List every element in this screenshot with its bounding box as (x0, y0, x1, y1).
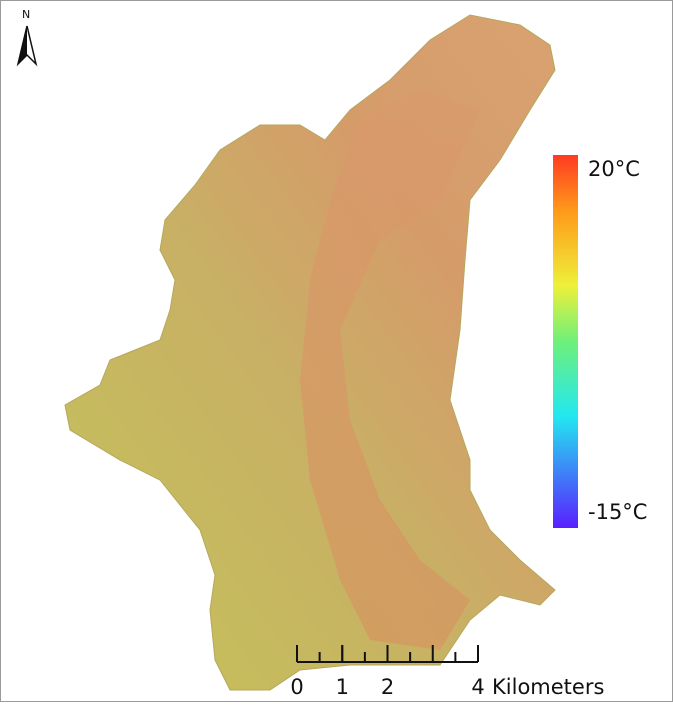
scale-unit: Kilometers (492, 675, 604, 699)
legend-label: -15°C (588, 500, 647, 524)
scale-label: 2 (381, 675, 394, 699)
scale-label: 1 (336, 675, 349, 699)
color-ramp (553, 155, 578, 528)
legend-label: 20°C (588, 157, 640, 181)
north-label: N (22, 8, 30, 21)
page: {"north_arrow": {"label": "N"}, "legend"… (0, 0, 673, 702)
scale-label: 0 (290, 675, 303, 699)
scale-label: 4 (471, 675, 484, 699)
map: N 20°C -15°C 0 1 2 4 Kilometers (0, 0, 673, 702)
